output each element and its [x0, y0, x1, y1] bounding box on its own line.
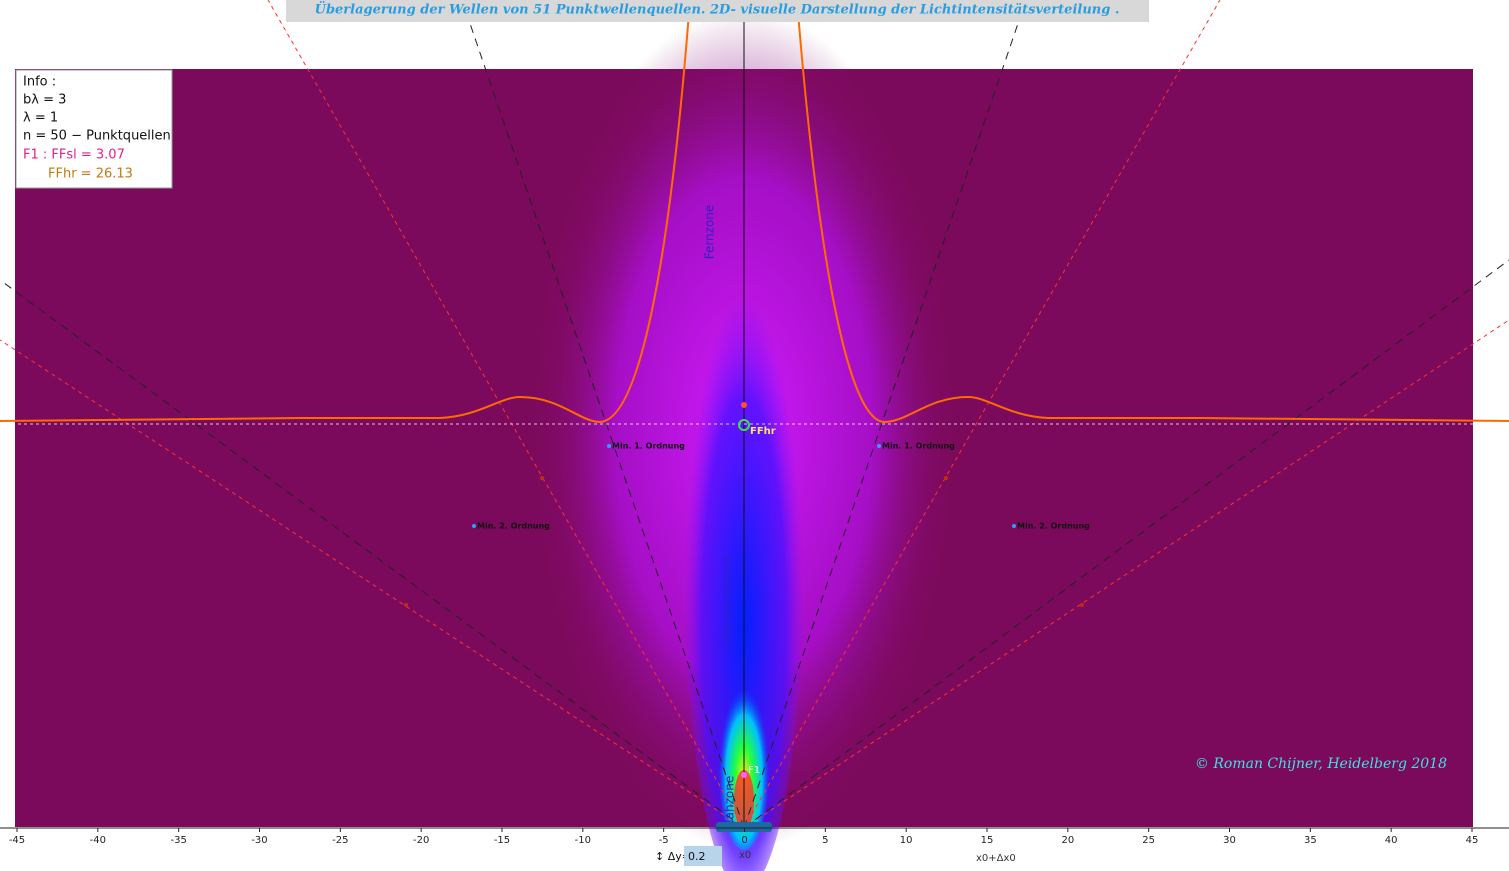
info-line: F1 : FFsl = 3.07 [23, 148, 125, 163]
x-tick-label: 15 [981, 835, 994, 846]
point-label: x0 [739, 850, 751, 861]
info-line: FFhr = 26.13 [48, 167, 133, 182]
info-line: bλ = 3 [23, 93, 66, 108]
x-tick-label: -5 [659, 835, 669, 846]
source-bar [716, 822, 772, 832]
focus-label: F1 [748, 765, 760, 776]
info-line: Info : [23, 75, 56, 90]
min-label: Min. 1. Ordnung [882, 442, 955, 451]
title-box [286, 0, 1149, 22]
focus-label: FFhr [750, 426, 776, 437]
min-label: Min. 2. Ordnung [1017, 522, 1090, 531]
x-tick-label: -15 [494, 835, 510, 846]
min-lines [0, 0, 1509, 829]
x-tick-label: -30 [251, 835, 267, 846]
zone-label: Nahzone [723, 776, 737, 829]
x-tick-label: -10 [575, 835, 591, 846]
x-tick-label: 40 [1385, 835, 1398, 846]
x-tick-label: 0 [741, 835, 747, 846]
min-label: Min. 2. Ordnung [477, 522, 550, 531]
control-label: ↕ Δy= [655, 850, 691, 863]
intensity-curve [0, 0, 1509, 424]
info-line: λ = 1 [23, 111, 58, 126]
copyright: © Roman Chijner, Heidelberg 2018 [1195, 756, 1447, 772]
x-tick-label: -25 [332, 835, 348, 846]
info-line: n = 50 − Punktquellen [23, 129, 171, 144]
x-ticks: -45 -40 -35 -30 -25 -20 -15 -10 -5 0 5 10 15 20 25 30 35… [9, 828, 1479, 846]
ray-lines [0, 0, 1509, 829]
title: Überlagerung der Wellen von 51 Punktwell… [315, 1, 1120, 18]
info-box [15, 69, 173, 189]
x-tick-label: 20 [1061, 835, 1074, 846]
point-label: x0+Δx0 [976, 853, 1016, 864]
dy-value[interactable]: 0.2 [688, 850, 706, 863]
x-tick-label: 5 [822, 835, 828, 846]
x-tick-label: -45 [9, 835, 25, 846]
x-tick-label: 30 [1223, 835, 1236, 846]
x-tick-label: -20 [413, 835, 429, 846]
x-tick-label: 45 [1466, 835, 1479, 846]
dy-input[interactable] [684, 846, 722, 866]
x-tick-label: -35 [170, 835, 186, 846]
x-tick-label: 25 [1142, 835, 1155, 846]
zone-label: Übergangszone [718, 553, 734, 647]
zone-label: Fernzone [703, 205, 717, 260]
x-tick-label: 10 [900, 835, 913, 846]
x-tick-label: 35 [1304, 835, 1317, 846]
markers [404, 402, 1084, 778]
min-label: Min. 1. Ordnung [612, 442, 685, 451]
x-tick-label: -40 [90, 835, 106, 846]
